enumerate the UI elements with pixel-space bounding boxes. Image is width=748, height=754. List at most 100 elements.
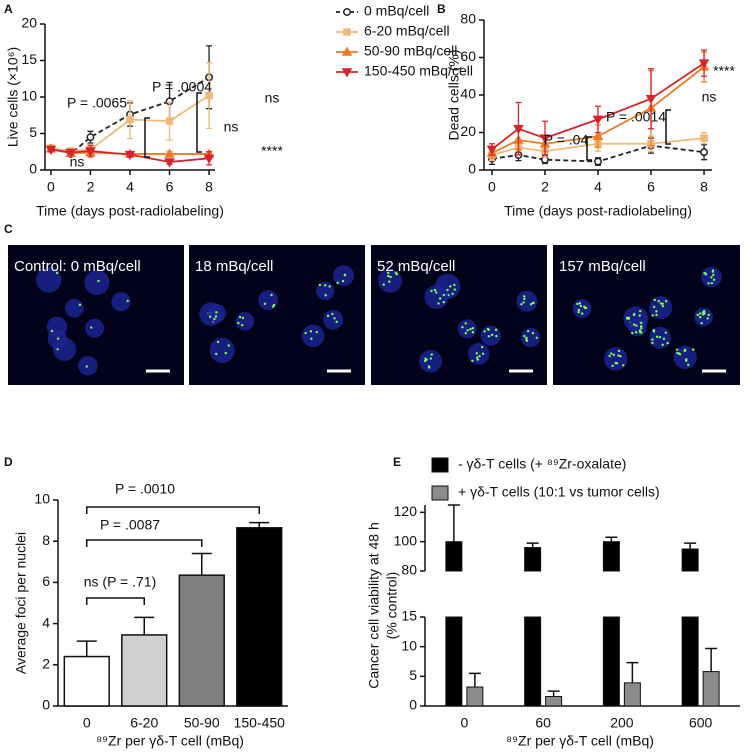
panel-letter: A: [4, 2, 13, 16]
marker: [700, 148, 708, 157]
foci: [638, 314, 641, 317]
foci: [263, 302, 267, 305]
foci: [483, 330, 486, 333]
cell-nucleus: [46, 316, 68, 338]
annotation: ns: [265, 90, 280, 106]
series-line: [491, 62, 705, 151]
foci: [331, 312, 334, 316]
error-bar: [76, 640, 97, 657]
foci: [97, 279, 100, 283]
micrographs: Control: 0 mBq/cell 18 mBq/cell 52 mBq/cel…: [8, 245, 740, 385]
error-bar: [249, 521, 270, 528]
x-tick-label: 6: [166, 179, 174, 195]
cell-nucleus: [111, 291, 131, 312]
y-tick-label: 5: [409, 667, 417, 683]
bracket: [586, 136, 592, 161]
foci: [651, 341, 654, 345]
bar: [602, 541, 620, 572]
marker: [164, 148, 175, 158]
x-tick-label: 4: [594, 179, 602, 195]
marker: [164, 158, 175, 168]
bar: [466, 686, 484, 707]
foci: [487, 335, 491, 338]
y-tick-label: 20: [460, 123, 476, 139]
y-tick-label: 0: [409, 697, 417, 713]
error-bar: [547, 690, 560, 697]
bar: [681, 548, 699, 572]
foci: [622, 364, 625, 367]
foci: [712, 273, 715, 277]
foci: [430, 289, 433, 293]
foci: [535, 336, 538, 339]
annotation: P = .0004: [152, 79, 212, 95]
panel-letter: C: [4, 222, 13, 236]
foci: [710, 276, 713, 279]
cell-nucleus: [673, 345, 697, 370]
error-bar: [684, 542, 697, 549]
foci: [310, 337, 313, 340]
foci: [304, 331, 307, 335]
foci: [640, 325, 643, 328]
bracket: [86, 506, 260, 514]
bracket: [86, 539, 203, 547]
foci: [214, 352, 218, 356]
foci: [495, 334, 498, 338]
foci: [241, 316, 245, 320]
foci: [388, 280, 391, 283]
foci: [215, 310, 218, 314]
legend-marker: [341, 46, 353, 56]
foci: [272, 303, 276, 307]
bracket: [144, 117, 150, 158]
foci: [315, 330, 319, 334]
annotation: P = .0010: [115, 481, 175, 497]
foci: [335, 320, 338, 324]
foci: [635, 324, 638, 327]
cell-nucleus: [467, 343, 490, 365]
foci: [712, 278, 716, 281]
x-tick-label: 0: [47, 179, 55, 195]
panel-letter: D: [4, 455, 13, 469]
x-axis-label: Time (days post-radiolabeling): [504, 203, 692, 219]
foci: [576, 302, 579, 306]
foci: [655, 310, 658, 313]
foci: [664, 331, 668, 334]
foci: [651, 314, 654, 317]
foci: [687, 363, 690, 367]
marker: [592, 130, 604, 140]
marker: [698, 59, 710, 69]
marker: [513, 125, 524, 135]
foci: [50, 329, 54, 333]
annotation: ns: [70, 154, 85, 170]
foci: [683, 348, 687, 352]
cell-nucleus: [78, 356, 98, 376]
foci: [692, 348, 695, 351]
bar: [681, 616, 699, 707]
foci: [430, 353, 433, 356]
annotation: P = .0014: [606, 109, 666, 125]
y-tick-label: 120: [394, 503, 418, 519]
foci: [453, 288, 456, 291]
foci: [323, 284, 327, 287]
foci: [531, 331, 535, 335]
legend-label: 50-90 mBq/cell: [364, 43, 457, 59]
error-bar: [191, 552, 212, 576]
x-tick-label: 600: [689, 715, 713, 731]
foci: [56, 347, 59, 351]
foci: [446, 288, 449, 292]
cell-nucleus: [209, 337, 235, 363]
foci: [703, 311, 706, 315]
foci: [442, 300, 446, 304]
foci: [387, 274, 390, 278]
foci: [662, 337, 666, 341]
foci: [638, 330, 642, 334]
foci: [657, 299, 660, 303]
series-line: [491, 144, 705, 163]
foci: [480, 345, 484, 349]
foci: [213, 317, 216, 321]
foci: [471, 331, 475, 334]
bar: [121, 634, 168, 707]
bar: [602, 616, 620, 707]
annotation: ****: [261, 143, 283, 159]
foci: [451, 292, 454, 295]
